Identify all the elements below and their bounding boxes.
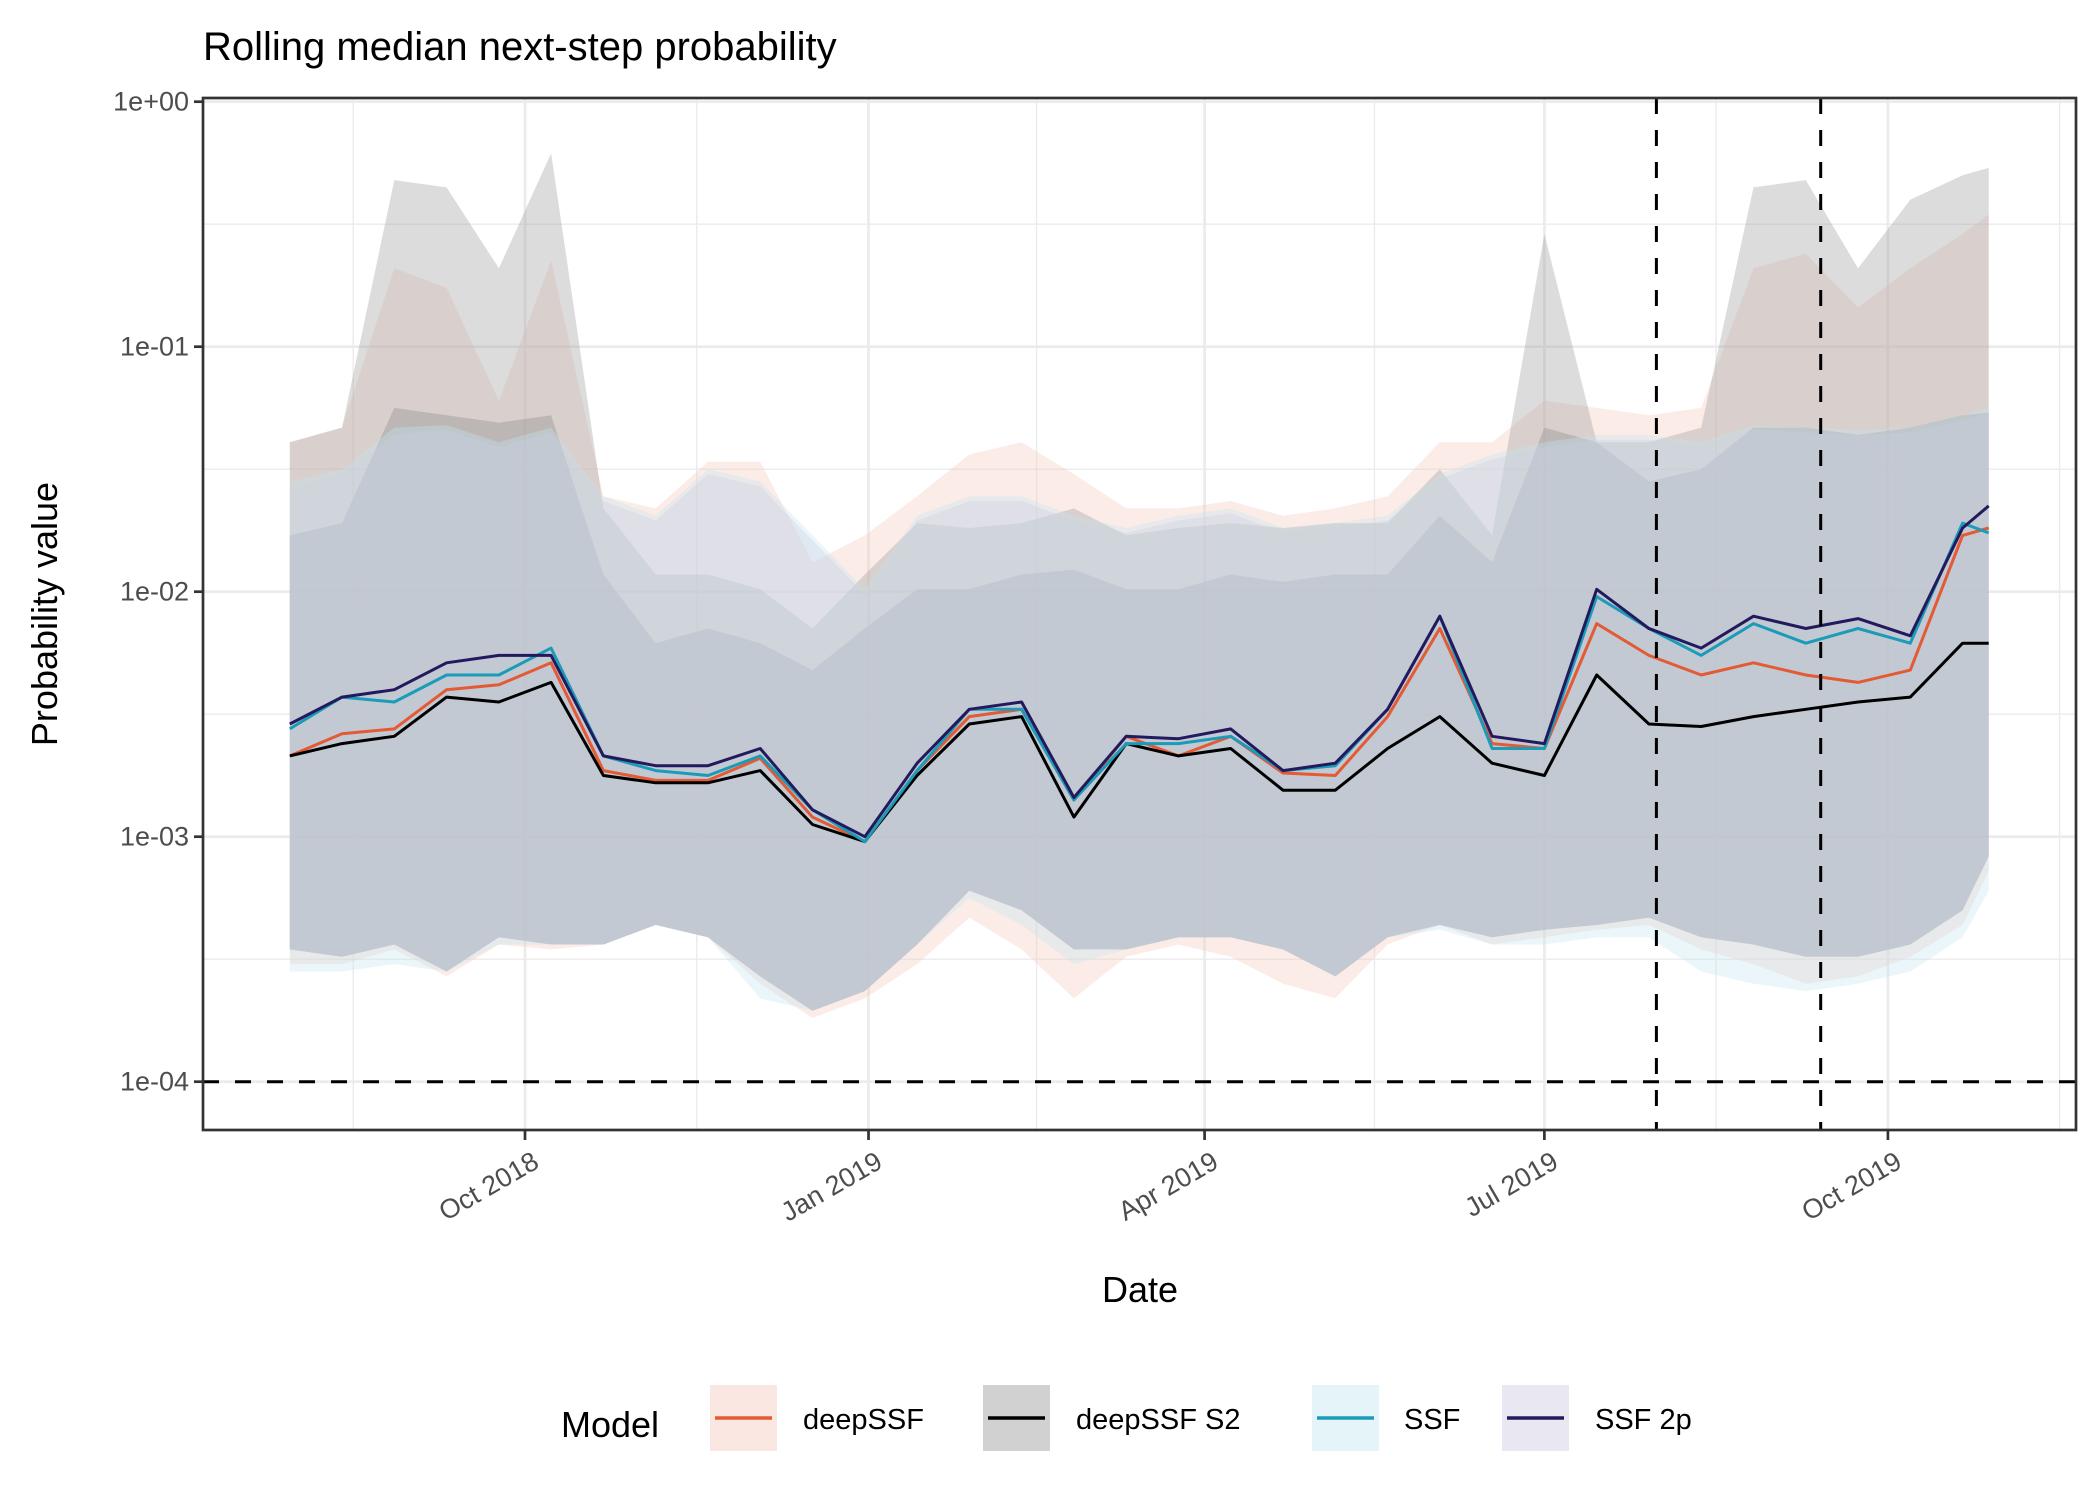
legend-label: deepSSF S2	[1076, 1404, 1240, 1436]
band-ssf-2p	[289, 412, 1989, 1011]
line-ssf	[289, 521, 1990, 844]
y-tick-label: 1e-02	[120, 577, 189, 607]
legend-item-ssf: SSF	[1312, 1385, 1460, 1451]
plot-background	[203, 98, 2076, 1130]
y-tick-label: 1e-03	[120, 822, 189, 852]
y-axis-title: Probability value	[24, 482, 65, 746]
panel-border	[201, 96, 2078, 1132]
band-deepssf	[289, 214, 1989, 1018]
legend-label: deepSSF	[803, 1404, 924, 1436]
legend-item-deepssf-s2: deepSSF S2	[983, 1385, 1240, 1451]
y-tick-label: 1e-01	[120, 332, 189, 362]
x-tick-label: Apr 2019	[1113, 1146, 1223, 1227]
chart-title: Rolling median next-step probability	[203, 25, 837, 69]
reference-lines	[203, 98, 2076, 1130]
plot-panel	[201, 96, 2078, 1132]
ribbons	[289, 153, 1989, 1018]
grid-lines	[203, 98, 2076, 1130]
y-tick-label: 1e+00	[113, 87, 189, 117]
inner-band-deepssf-s2	[289, 407, 1989, 1011]
x-tick-label: Oct 2018	[434, 1146, 544, 1227]
legend: Model deepSSF deepSSF S2 SSF SSF 2p	[561, 1385, 1692, 1451]
legend-title: Model	[561, 1404, 659, 1445]
legend-label: SSF	[1404, 1404, 1460, 1436]
median-lines	[289, 504, 1990, 844]
x-axis-title: Date	[1102, 1269, 1178, 1310]
band-deepssf-s2	[289, 153, 1989, 1011]
line-ssf-2p	[289, 504, 1990, 839]
legend-label: SSF 2p	[1595, 1404, 1692, 1436]
x-axis: Oct 2018 Jan 2019 Apr 2019 Jul 2019 Oct 2019	[434, 1130, 1907, 1227]
legend-item-ssf-2p: SSF 2p	[1502, 1385, 1692, 1451]
y-axis: 1e+00 1e-01 1e-02 1e-03 1e-04	[113, 87, 203, 1097]
legend-item-deepssf: deepSSF	[710, 1385, 924, 1451]
line-deepssf	[289, 526, 1990, 844]
y-tick-label: 1e-04	[120, 1067, 189, 1097]
line-deepssf-s2	[289, 641, 1989, 844]
band-ssf	[289, 407, 1989, 1011]
x-tick-label: Oct 2019	[1797, 1146, 1907, 1227]
x-tick-label: Jul 2019	[1460, 1146, 1563, 1223]
x-tick-label: Jan 2019	[776, 1146, 887, 1228]
